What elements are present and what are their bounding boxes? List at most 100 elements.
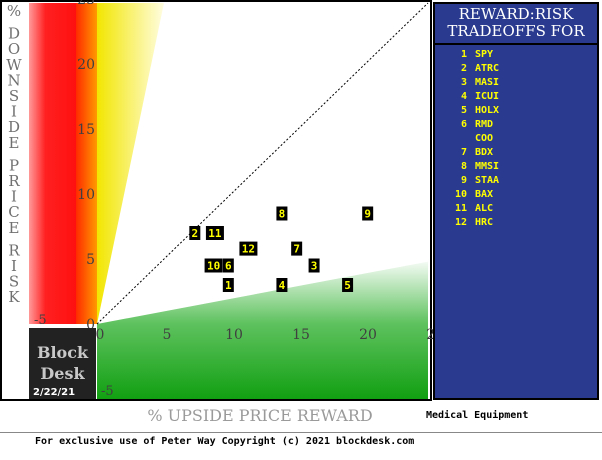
- y-axis-title-char: K: [8, 288, 20, 306]
- y-axis-title-char: E: [9, 219, 20, 237]
- legend-item-number: 1: [460, 49, 467, 60]
- data-point-marker: [239, 241, 258, 256]
- legend-item: 5 HOLX: [445, 104, 595, 118]
- data-point-marker: [362, 206, 374, 221]
- y-axis-title-char: D: [8, 25, 20, 43]
- legend-item: 8 MMSI: [445, 160, 595, 174]
- y-axis-title-char: %: [7, 2, 21, 20]
- y-axis-title-char: E: [9, 134, 20, 152]
- legend-item-ticker: ICUI: [475, 91, 500, 102]
- chart-date: 2/22/21: [33, 387, 76, 398]
- caution-zone: [97, 3, 164, 324]
- y-axis-title-char: R: [8, 172, 20, 190]
- data-point: 1: [222, 278, 234, 292]
- data-point-label: 9: [364, 208, 371, 221]
- data-point: 9: [362, 206, 374, 221]
- y-tick-label: 15: [77, 122, 95, 138]
- x-tick-label: 0: [96, 327, 105, 343]
- y-axis-title-char: I: [11, 103, 17, 121]
- legend-item: COO: [445, 132, 595, 146]
- y-axis-ticks: 0 5 10 15 20 25 -5: [34, 0, 95, 333]
- legend-item-ticker: MASI: [475, 77, 500, 88]
- favorable-zone: [97, 261, 428, 399]
- legend-item-number: 9: [460, 175, 467, 186]
- legend-item-number: 11: [454, 203, 467, 214]
- brand-logo: Block Desk 2/22/21: [29, 328, 96, 399]
- data-point-label: 6: [225, 260, 232, 273]
- legend-item: 9 STAA: [445, 174, 595, 188]
- data-point-label: 2: [192, 227, 199, 240]
- legend-item-ticker: HRC: [475, 217, 494, 228]
- legend-item: 1 SPY: [445, 48, 595, 62]
- legend-item-ticker: STAA: [475, 175, 500, 186]
- data-point: 4: [276, 278, 288, 292]
- x-tick-label: -5: [101, 384, 114, 399]
- legend-item-number: 5: [460, 105, 467, 116]
- data-point-marker: [222, 258, 234, 273]
- data-point: 8: [276, 206, 288, 221]
- legend-item-number: 7: [460, 147, 467, 158]
- data-point: 2: [189, 226, 201, 240]
- y-axis-title-char: W: [6, 56, 22, 74]
- legend-item-number: 10: [454, 189, 467, 200]
- data-point-marker: [276, 278, 288, 292]
- y-axis-title-char: P: [9, 156, 19, 174]
- data-point: 7: [291, 241, 303, 256]
- y-axis-title-char: R: [8, 241, 20, 259]
- data-point-marker: [342, 278, 354, 292]
- y-axis-title-char: O: [8, 40, 20, 58]
- y-axis-title-char: N: [7, 71, 20, 89]
- y-axis-title-char: C: [8, 203, 19, 221]
- data-point: 12: [239, 241, 258, 256]
- legend-item: 7 BDX: [445, 146, 595, 160]
- data-point-label: 1: [225, 279, 232, 292]
- legend-item-number: 8: [460, 161, 467, 172]
- data-point-marker: [189, 226, 201, 240]
- data-point-label: 10: [207, 260, 220, 273]
- legend-item: 6 RMD: [445, 118, 595, 132]
- legend-divider: [435, 43, 597, 45]
- data-point-marker: [222, 278, 234, 292]
- legend-item-ticker: ALC: [475, 203, 494, 214]
- legend-item-ticker: HOLX: [475, 105, 500, 116]
- legend-item: 12 HRC: [445, 216, 595, 230]
- legend-item: 3 MASI: [445, 76, 595, 90]
- data-point-label: 12: [242, 243, 255, 256]
- brand-line1: Block: [36, 343, 89, 362]
- data-point-label: 8: [279, 208, 286, 221]
- data-point: 5: [342, 278, 354, 292]
- y-axis-title-char: I: [11, 257, 17, 275]
- footer-divider: [0, 432, 602, 433]
- data-point-marker: [308, 258, 320, 273]
- data-point: 3: [308, 258, 320, 273]
- y-axis-title-char: S: [9, 87, 19, 105]
- legend-item-ticker: COO: [475, 133, 494, 144]
- data-point-marker: [291, 241, 303, 256]
- legend-title: REWARD:RISK TRADEOFFS FOR: [435, 6, 597, 40]
- legend-item: 4 ICUI: [445, 90, 595, 104]
- y-tick-label: 0: [86, 317, 95, 333]
- y-tick-label: 25: [77, 0, 95, 8]
- y-tick-label: 20: [77, 57, 95, 73]
- x-tick-label: 10: [225, 327, 243, 343]
- y-tick-label: 10: [77, 187, 95, 203]
- x-tick-label: 15: [292, 327, 310, 343]
- high-risk-zone: [29, 3, 76, 324]
- parity-line: [96, 2, 429, 325]
- legend-item-ticker: MMSI: [475, 161, 500, 172]
- y-tick-label: 5: [86, 252, 95, 268]
- y-axis-title-char: S: [9, 273, 19, 291]
- legend-item-ticker: ATRC: [475, 63, 500, 74]
- legend-item-ticker: BDX: [475, 147, 494, 158]
- y-axis-title-char: D: [8, 118, 20, 136]
- legend-item-ticker: SPY: [475, 49, 494, 60]
- legend-item: 10 BAX: [445, 188, 595, 202]
- legend-item-number: 3: [460, 77, 467, 88]
- data-point-marker: [205, 226, 224, 240]
- legend-item-number: 6: [460, 119, 467, 130]
- legend-list: 1 SPY 2 ATRC 3 MASI 4 ICUI 5 HOLX 6 RMD COO 7 BDX 8 MMSI…: [445, 48, 595, 230]
- legend-item-ticker: BAX: [475, 189, 494, 200]
- elevated-risk-zone: [76, 3, 97, 324]
- x-tick-label: 20: [359, 327, 377, 343]
- industry-label: Medical Equipment: [426, 410, 529, 421]
